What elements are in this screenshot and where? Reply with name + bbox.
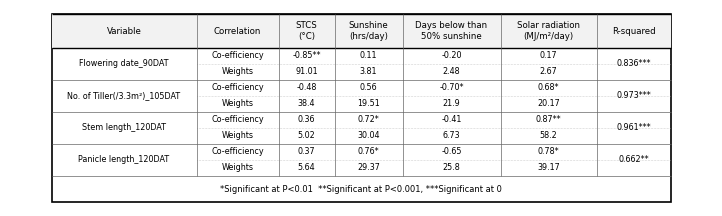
Text: Co-efficiency: Co-efficiency <box>212 84 264 92</box>
Text: -0.48: -0.48 <box>296 84 317 92</box>
Text: 0.17: 0.17 <box>539 51 557 60</box>
Text: 20.17: 20.17 <box>537 100 560 108</box>
Bar <box>51 14 671 48</box>
Text: 58.2: 58.2 <box>539 132 557 140</box>
Text: 21.9: 21.9 <box>443 100 461 108</box>
Text: 5.64: 5.64 <box>297 164 316 173</box>
Text: Weights: Weights <box>222 100 253 108</box>
Text: 3.81: 3.81 <box>360 67 378 76</box>
Text: -0.65: -0.65 <box>441 148 462 157</box>
Text: 2.67: 2.67 <box>539 67 557 76</box>
Text: 39.17: 39.17 <box>537 164 560 173</box>
Text: 5.02: 5.02 <box>297 132 316 140</box>
Text: Stem length_120DAT: Stem length_120DAT <box>82 124 166 132</box>
Text: Panicle length_120DAT: Panicle length_120DAT <box>79 156 170 165</box>
Text: 0.72*: 0.72* <box>357 116 379 124</box>
Text: 0.662**: 0.662** <box>618 156 649 165</box>
Text: 30.04: 30.04 <box>357 132 380 140</box>
Text: Weights: Weights <box>222 132 253 140</box>
Text: Days below than
50% sunshine: Days below than 50% sunshine <box>415 21 487 41</box>
Text: 0.11: 0.11 <box>360 51 378 60</box>
Text: Flowering date_90DAT: Flowering date_90DAT <box>79 59 169 68</box>
Text: 25.8: 25.8 <box>443 164 461 173</box>
Text: 6.73: 6.73 <box>443 132 461 140</box>
Text: STCS
(°C): STCS (°C) <box>295 21 318 41</box>
Text: 0.68*: 0.68* <box>538 84 560 92</box>
Text: 0.973***: 0.973*** <box>616 92 651 100</box>
Text: 0.37: 0.37 <box>297 148 316 157</box>
Text: 2.48: 2.48 <box>443 67 461 76</box>
Text: Sunshine
(hrs/day): Sunshine (hrs/day) <box>349 21 388 41</box>
Text: Weights: Weights <box>222 164 253 173</box>
Text: 0.87**: 0.87** <box>536 116 561 124</box>
Text: 0.56: 0.56 <box>360 84 378 92</box>
Text: 0.836***: 0.836*** <box>617 59 651 68</box>
Text: -0.20: -0.20 <box>441 51 462 60</box>
Text: 0.78*: 0.78* <box>538 148 560 157</box>
Text: Correlation: Correlation <box>214 27 261 35</box>
Text: 0.76*: 0.76* <box>357 148 379 157</box>
Text: -0.85**: -0.85** <box>292 51 321 60</box>
Text: Co-efficiency: Co-efficiency <box>212 116 264 124</box>
Text: No. of Tiller(/3.3m²)_105DAT: No. of Tiller(/3.3m²)_105DAT <box>67 92 180 100</box>
Text: -0.41: -0.41 <box>441 116 461 124</box>
Text: R-squared: R-squared <box>612 27 656 35</box>
Text: -0.70*: -0.70* <box>439 84 464 92</box>
Text: Variable: Variable <box>107 27 142 35</box>
Text: 19.51: 19.51 <box>357 100 380 108</box>
Text: Solar radiation
(MJ/m²/day): Solar radiation (MJ/m²/day) <box>517 21 580 41</box>
Text: 29.37: 29.37 <box>357 164 380 173</box>
Text: 91.01: 91.01 <box>295 67 318 76</box>
Text: Co-efficiency: Co-efficiency <box>212 148 264 157</box>
Text: 38.4: 38.4 <box>297 100 316 108</box>
Bar <box>51 14 671 202</box>
Text: *Significant at P<0.01  **Significant at P<0.001, ***Significant at 0: *Significant at P<0.01 **Significant at … <box>220 184 502 194</box>
Text: Weights: Weights <box>222 67 253 76</box>
Text: 0.961***: 0.961*** <box>616 124 651 132</box>
Text: 0.36: 0.36 <box>297 116 316 124</box>
Text: Co-efficiency: Co-efficiency <box>212 51 264 60</box>
